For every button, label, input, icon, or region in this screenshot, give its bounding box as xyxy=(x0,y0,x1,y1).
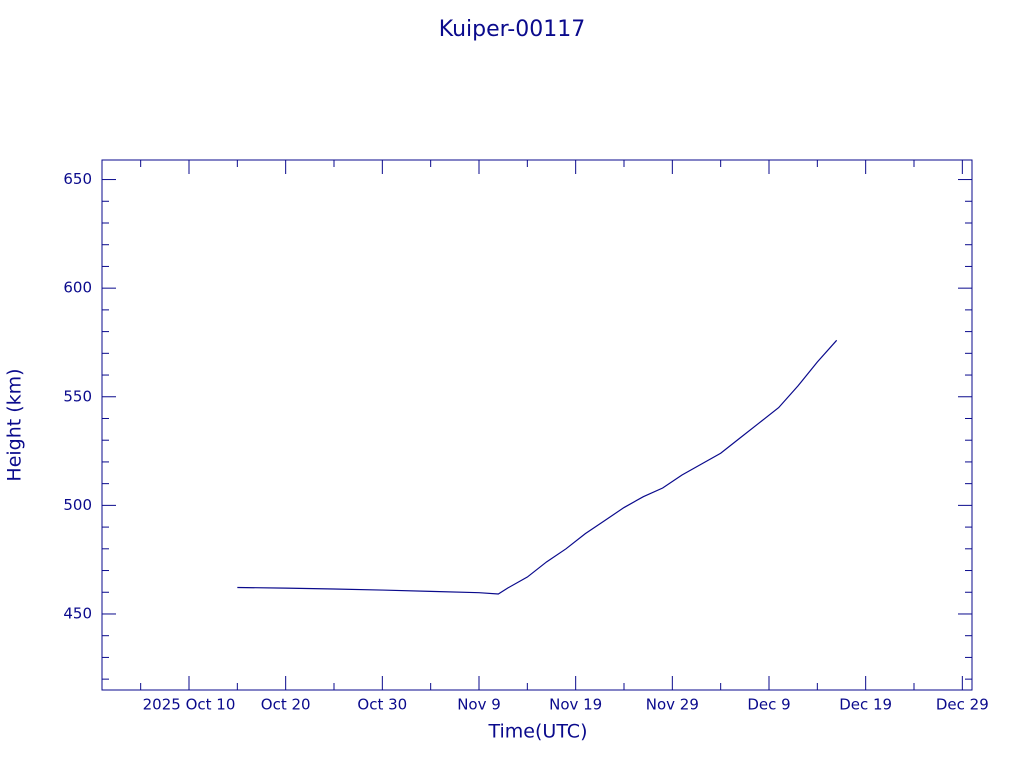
y-axis-label: Height (km) xyxy=(4,368,26,481)
chart-title: Kuiper-00117 xyxy=(439,17,585,42)
y-tick-label: 600 xyxy=(63,279,92,297)
x-tick-label: Dec 19 xyxy=(839,696,892,714)
y-tick-label: 500 xyxy=(63,496,92,514)
x-tick-label: Nov 19 xyxy=(549,696,602,714)
x-axis-label: Time(UTC) xyxy=(488,721,588,743)
plot-frame xyxy=(101,159,973,691)
y-tick-label: 650 xyxy=(63,170,92,188)
x-tick-label: Nov 29 xyxy=(646,696,699,714)
data-line xyxy=(237,339,838,595)
x-tick-label: 2025 Oct 10 xyxy=(143,696,236,714)
x-tick-label: Nov 9 xyxy=(457,696,501,714)
x-tick-label: Oct 20 xyxy=(261,696,311,714)
y-tick-label: 550 xyxy=(63,387,92,405)
x-tick-label: Dec 9 xyxy=(747,696,790,714)
y-tick-label: 450 xyxy=(63,604,92,622)
x-tick-label: Dec 29 xyxy=(936,696,989,714)
x-tick-label: Oct 30 xyxy=(357,696,407,714)
